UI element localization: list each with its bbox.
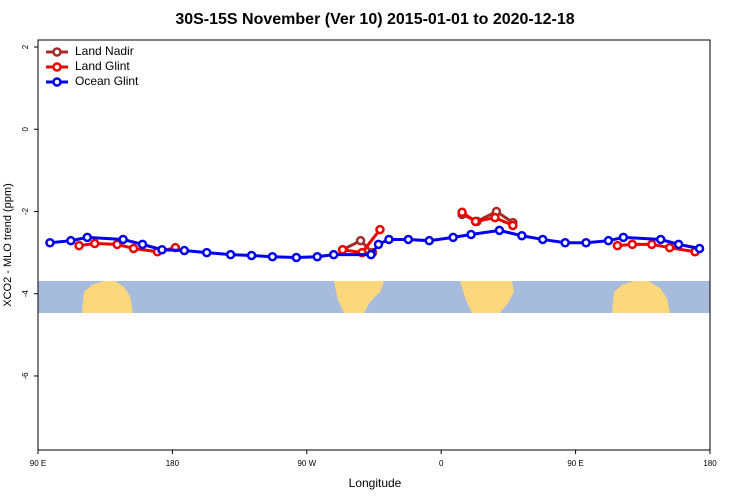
data-point (225, 249, 236, 260)
data-point (201, 247, 212, 258)
legend-label: Land Glint (75, 59, 130, 73)
y-tick-label: -6 (21, 372, 30, 380)
data-point (618, 232, 629, 243)
data-point (424, 235, 435, 246)
x-tick-label: 90 E (30, 459, 46, 468)
data-point (66, 235, 76, 246)
data-point (664, 242, 675, 253)
data-point (291, 252, 302, 263)
data-point (494, 225, 505, 236)
y-axis-label: XCO2 - MLO trend (ppm) (2, 183, 14, 306)
data-point (508, 220, 518, 231)
x-tick-label: 90 E (567, 459, 583, 468)
data-point (45, 237, 55, 248)
data-point (337, 244, 348, 255)
x-tick-label: 180 (703, 459, 717, 468)
data-point (673, 239, 684, 250)
data-point (366, 249, 376, 260)
x-tick-label: 90 W (297, 459, 316, 468)
data-point (74, 240, 84, 251)
data-point (137, 239, 148, 250)
data-point (267, 251, 278, 262)
map-strip (38, 281, 710, 313)
data-point (448, 232, 458, 243)
y-tick-label: -4 (21, 290, 30, 298)
x-tick-label: 0 (439, 459, 444, 468)
data-point (328, 249, 339, 260)
data-point (470, 216, 481, 227)
legend-label: Ocean Glint (75, 74, 139, 88)
legend-marker (52, 62, 62, 72)
data-point (375, 224, 385, 235)
data-point (312, 251, 323, 262)
data-point (403, 234, 414, 245)
data-point (694, 243, 705, 254)
data-point (627, 239, 638, 250)
data-point (82, 232, 93, 243)
data-point (157, 244, 167, 255)
data-point (128, 243, 139, 254)
data-point (537, 234, 548, 245)
x-tick-label: 180 (166, 459, 180, 468)
x-axis-label: Longitude (349, 476, 402, 490)
plot-frame (37, 39, 711, 451)
data-point (89, 238, 100, 249)
data-point (517, 230, 527, 241)
y-tick-label: -2 (21, 207, 30, 215)
data-point (112, 239, 122, 250)
data-point (384, 234, 394, 245)
data-point (179, 245, 190, 256)
legend-marker (52, 47, 62, 57)
data-point (118, 234, 128, 245)
data-point (560, 237, 570, 248)
data-point (246, 250, 257, 261)
chart-title: 30S-15S November (Ver 10) 2015-01-01 to … (175, 11, 574, 28)
data-point (373, 239, 384, 250)
data-point (612, 240, 623, 251)
data-point (581, 237, 591, 248)
data-point (355, 235, 366, 246)
data-point (466, 229, 476, 240)
data-point (457, 207, 467, 218)
y-tick-label: 2 (21, 44, 30, 49)
data-point (655, 234, 666, 245)
y-tick-label: 0 (21, 126, 30, 131)
data-point (647, 239, 657, 250)
data-point (603, 235, 614, 246)
legend-label: Land Nadir (75, 44, 134, 58)
data-point (490, 212, 500, 223)
legend-marker (52, 77, 62, 87)
